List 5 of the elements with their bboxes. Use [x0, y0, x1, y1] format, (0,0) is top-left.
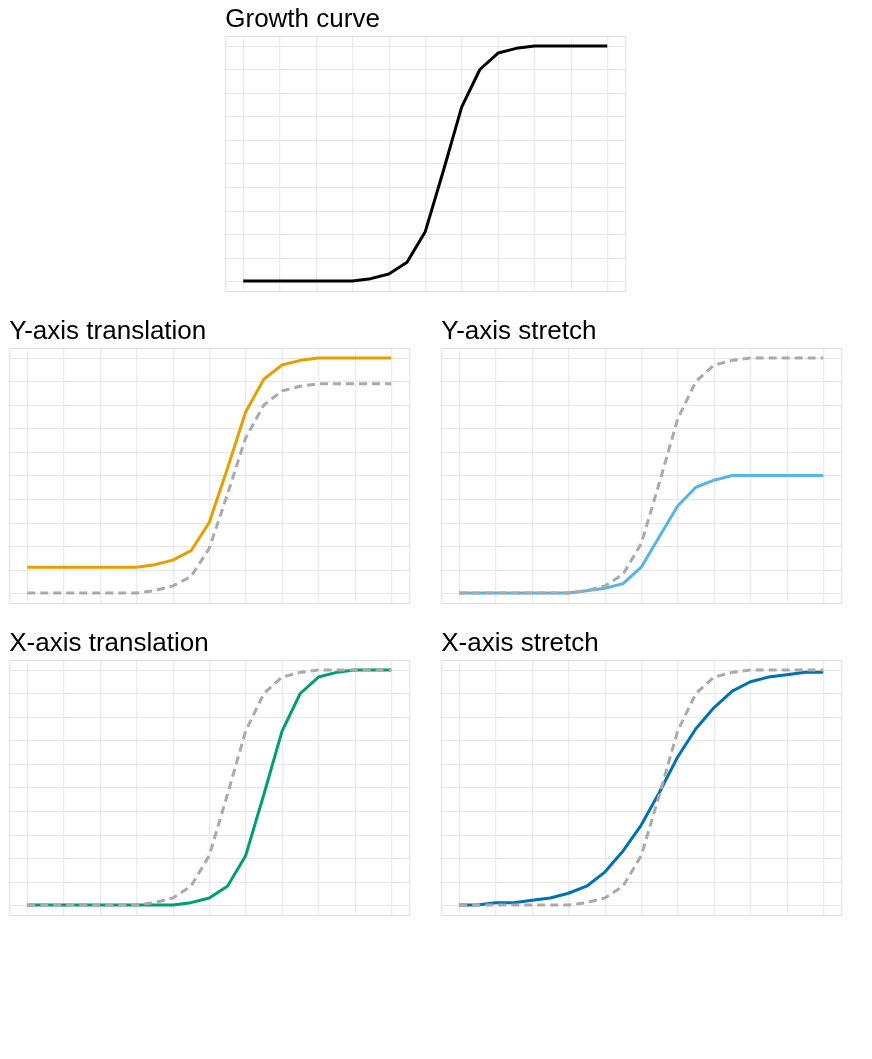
- chart-title: Y-axis stretch: [441, 315, 597, 345]
- chart-title: Growth curve: [225, 3, 380, 33]
- chart-title: Y-axis translation: [9, 315, 207, 345]
- chart-title: X-axis stretch: [441, 627, 599, 657]
- chart-title: X-axis translation: [9, 627, 209, 657]
